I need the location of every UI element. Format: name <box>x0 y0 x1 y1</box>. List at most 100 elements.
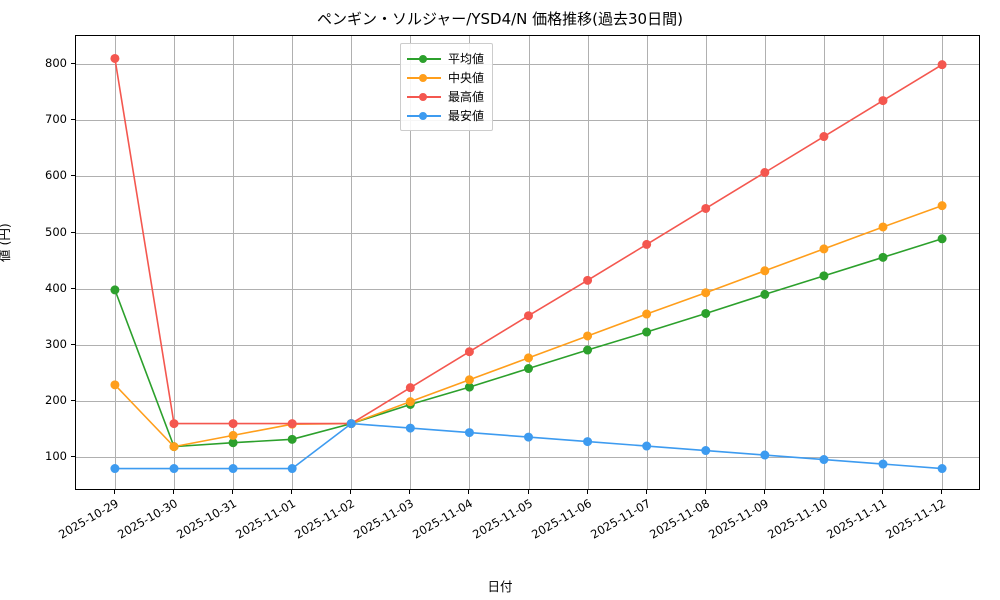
legend-label: 最安値 <box>448 109 485 123</box>
y-tick-mark <box>71 456 75 458</box>
data-point <box>583 345 593 355</box>
data-point <box>228 430 238 440</box>
legend-swatch <box>407 91 441 103</box>
x-tick-mark <box>232 490 234 494</box>
y-tick-label: 500 <box>45 224 67 239</box>
data-point <box>583 437 593 447</box>
data-point <box>760 266 770 276</box>
gridline-vertical <box>528 36 530 489</box>
gridline-vertical <box>173 36 175 489</box>
data-point <box>464 382 474 392</box>
data-point <box>405 383 415 393</box>
data-point <box>878 459 888 469</box>
gridline-horizontal <box>76 344 979 346</box>
gridline-horizontal <box>76 232 979 234</box>
y-tick-label: 400 <box>45 280 67 295</box>
data-point <box>701 203 711 213</box>
data-point <box>464 428 474 438</box>
data-point <box>228 438 238 448</box>
x-tick-mark <box>822 490 824 494</box>
data-point <box>819 132 829 142</box>
data-point <box>642 327 652 337</box>
x-tick-label: 2025-11-09 <box>705 496 771 542</box>
data-point <box>464 347 474 357</box>
data-point <box>169 419 179 429</box>
x-tick-mark <box>586 490 588 494</box>
gridline-horizontal <box>76 288 979 290</box>
x-tick-mark <box>409 490 411 494</box>
gridline-vertical <box>469 36 471 489</box>
x-axis-label: 日付 <box>487 579 513 594</box>
gridline-vertical <box>646 36 648 489</box>
x-tick-label: 2025-11-06 <box>528 496 594 542</box>
x-tick-label: 2025-10-31 <box>174 496 240 542</box>
x-tick-label: 2025-11-07 <box>587 496 653 542</box>
y-tick-mark <box>71 63 75 65</box>
data-point <box>110 53 120 63</box>
legend-item[interactable]: 最安値 <box>407 106 484 125</box>
x-tick-mark <box>763 490 765 494</box>
chart-legend: 平均値中央値 最高値最安値 <box>400 43 494 131</box>
legend-item[interactable]: 平均値 <box>407 49 484 68</box>
data-point <box>169 464 179 474</box>
gridline-vertical <box>764 36 766 489</box>
gridline-vertical <box>823 36 825 489</box>
data-point <box>583 275 593 285</box>
legend-item[interactable]: 最高値 <box>407 87 484 106</box>
y-tick-mark <box>71 175 75 177</box>
legend-swatch <box>407 53 441 65</box>
legend-label: 平均値 <box>448 52 485 66</box>
data-point <box>760 450 770 460</box>
data-point <box>524 432 533 442</box>
data-point <box>878 96 888 106</box>
x-tick-mark <box>172 490 174 494</box>
gridline-vertical <box>351 36 353 489</box>
data-point <box>405 423 415 433</box>
x-tick-mark <box>468 490 470 494</box>
gridline-vertical <box>705 36 707 489</box>
data-point <box>228 464 238 474</box>
x-tick-mark <box>527 490 529 494</box>
x-tick-label: 2025-11-11 <box>824 496 889 542</box>
data-point <box>701 308 711 318</box>
x-tick-label: 2025-10-30 <box>115 496 180 542</box>
x-tick-label: 2025-11-12 <box>883 496 949 542</box>
y-axis-label: 値 (円) <box>0 223 12 262</box>
y-tick-mark <box>71 287 75 289</box>
data-point <box>878 222 888 232</box>
data-point <box>110 464 120 474</box>
gridline-vertical <box>292 36 294 489</box>
series-line <box>114 238 943 448</box>
x-tick-label: 2025-11-10 <box>765 496 830 542</box>
data-point <box>819 455 829 465</box>
gridline-horizontal <box>76 64 979 66</box>
data-point <box>937 60 947 70</box>
gridline-vertical <box>587 36 589 489</box>
y-tick-label: 300 <box>45 336 67 351</box>
gridline-horizontal <box>76 401 979 403</box>
gridline-vertical <box>942 36 944 489</box>
data-point <box>287 464 297 474</box>
data-point <box>701 446 711 456</box>
data-point <box>760 289 770 299</box>
data-point <box>524 353 533 363</box>
chart-title: ペンギン・ソルジャー/YSD4/N 価格推移(過去30日間) <box>317 10 683 28</box>
y-tick-mark <box>71 119 75 121</box>
x-tick-mark <box>645 490 647 494</box>
x-tick-label: 2025-11-05 <box>469 496 535 542</box>
y-tick-label: 800 <box>45 56 67 71</box>
data-point <box>878 252 888 262</box>
series-4 <box>110 419 947 474</box>
x-tick-label: 2025-10-29 <box>56 496 121 542</box>
data-point <box>287 434 297 444</box>
legend-item[interactable]: 中央値 <box>407 68 484 87</box>
data-point <box>937 234 947 244</box>
x-tick-mark <box>941 490 943 494</box>
data-point <box>642 239 652 249</box>
data-point <box>169 442 179 452</box>
data-point <box>228 419 238 429</box>
data-point <box>937 201 947 211</box>
y-tick-mark <box>71 343 75 345</box>
gridline-horizontal <box>76 176 979 178</box>
